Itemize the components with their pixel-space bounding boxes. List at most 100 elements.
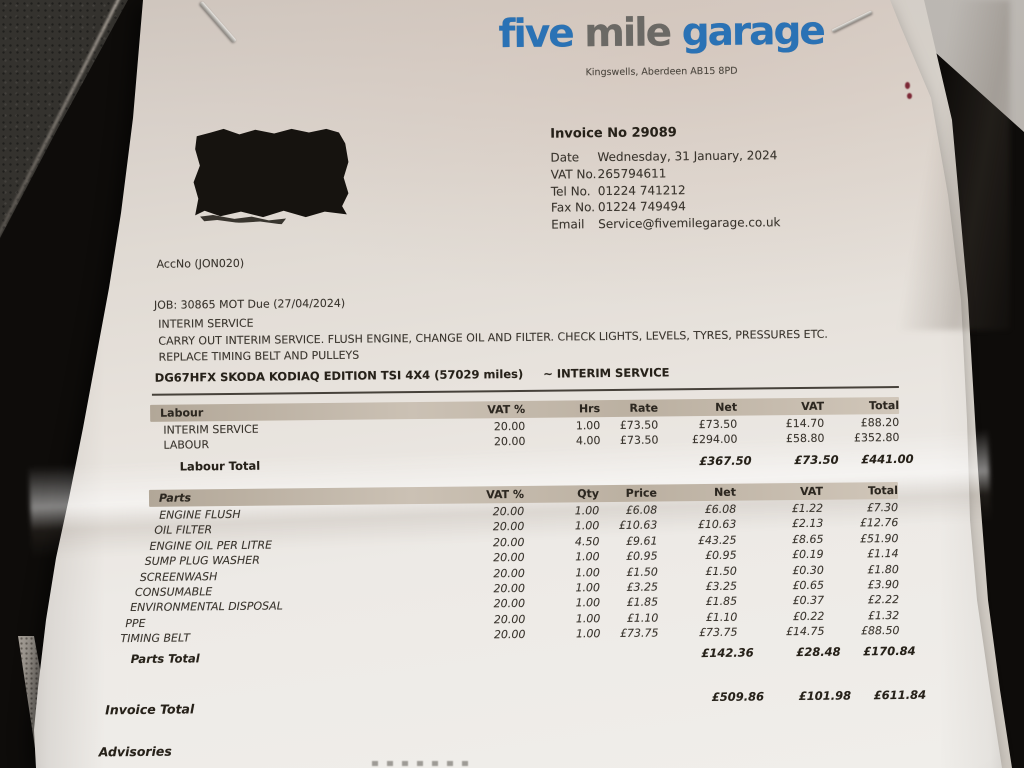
item-value: 20.00 (493, 628, 526, 642)
labour-total-row: Labour Total £367.50 £73.50 £441.00 (165, 451, 914, 475)
invoice-header-fields: Date Wednesday, 31 January, 2024 VAT No. 26… (550, 147, 831, 234)
labour-total-net: £367.50 (699, 453, 752, 469)
item-value: £2.22 (867, 593, 900, 607)
item-value: £0.95 (626, 549, 658, 564)
redacted-address-block (193, 128, 349, 218)
item-value: £1.80 (867, 562, 899, 576)
item-value: £0.65 (792, 578, 825, 593)
item-value: 1.00 (575, 627, 601, 641)
item-value: £8.65 (791, 532, 824, 546)
parts-total-amount: £170.84 (863, 643, 916, 659)
account-number: AccNo (JON020) (156, 256, 245, 271)
item-value: £10.63 (618, 518, 658, 533)
item-name: VAT No. (550, 166, 597, 182)
item-value: £2.13 (791, 517, 824, 531)
parts-total-label: Parts Total (130, 651, 200, 667)
item-name: LABOUR (163, 438, 210, 453)
item-value: £6.08 (704, 502, 737, 517)
col-header: Net (715, 400, 738, 414)
invoice-header-block: Invoice No 29089 Date Wednesday, 31 Janua… (550, 124, 831, 234)
invoice-total-vat: £101.98 (798, 688, 852, 704)
invoice-total-row: £509.86 £101.98 £611.84 (177, 687, 927, 711)
item-value: 20.00 (493, 597, 526, 611)
logo-word-garage: garage (681, 8, 825, 56)
item-value: £73.50 (698, 417, 738, 432)
item-value: 4.50 (574, 534, 600, 549)
item-value: £14.70 (785, 416, 825, 431)
item-value: £73.50 (619, 418, 659, 432)
item-value: £0.37 (792, 594, 825, 608)
col-header: Total (867, 484, 899, 498)
item-value: 1.00 (574, 519, 600, 533)
red-pen-mark (907, 93, 912, 99)
labour-table-rows: INTERIM SERVICE 20.00 1.00 £73.50 £73.50 £14.… (150, 415, 899, 454)
item-value: 4.00 (575, 434, 601, 448)
red-pen-mark (905, 82, 910, 89)
item-value: 1.00 (575, 419, 601, 433)
item-value: £1.85 (626, 595, 659, 610)
item-value: 1.00 (575, 581, 601, 595)
cut-off-text-bottom (372, 761, 468, 766)
table-row: Email Service@fivemilegarage.co.uk (551, 214, 831, 234)
col-header: VAT % (487, 402, 526, 417)
col-header: Price (625, 486, 658, 500)
item-value: £88.50 (860, 624, 900, 638)
item-value: 1.00 (575, 611, 601, 626)
item-value: £73.50 (619, 433, 659, 448)
item-value: £0.30 (792, 563, 824, 577)
item-value: Service@fivemilegarage.co.uk (598, 215, 781, 232)
item-value: 20.00 (492, 520, 525, 534)
item-value: 20.00 (493, 551, 525, 565)
item-value: 20.00 (493, 612, 526, 627)
col-header: Qty (577, 487, 600, 501)
item-value: 1.00 (574, 504, 600, 518)
item-value: £1.50 (705, 564, 737, 578)
labour-total-vat: £73.50 (794, 452, 839, 468)
item-value: £1.32 (867, 608, 900, 623)
item-name: Email (551, 217, 585, 232)
item-value: £9.61 (625, 534, 658, 548)
parts-title: Parts (158, 491, 192, 505)
item-name: Fax No. (550, 200, 596, 216)
item-value: £51.90 (859, 531, 899, 546)
labour-title: Labour (160, 406, 204, 420)
item-value: 20.00 (493, 419, 526, 434)
item-value: £73.75 (698, 625, 738, 640)
col-header: VAT % (486, 487, 525, 502)
item-value: £10.63 (697, 518, 737, 532)
item-value: £43.25 (697, 533, 737, 547)
item-value: £1.22 (791, 501, 824, 516)
item-value: 1.00 (575, 565, 600, 580)
item-name: Tel No. (550, 183, 591, 199)
item-value: £88.20 (860, 415, 900, 430)
job-line: JOB: 30865 MOT Due (27/04/2024) (153, 296, 346, 312)
advisories-label: Advisories (98, 743, 172, 760)
garage-logo: five mile garage (488, 6, 835, 62)
item-value: £3.25 (705, 579, 738, 594)
item-value: £0.22 (792, 609, 825, 623)
item-name: Date (550, 150, 580, 165)
item-value: £0.95 (705, 548, 737, 563)
item-value: £294.00 (691, 433, 738, 447)
labour-total-label: Labour Total (179, 458, 261, 474)
item-value: £14.75 (785, 625, 825, 639)
col-header: Rate (629, 401, 659, 415)
item-value: £73.75 (619, 626, 659, 641)
item-value: 20.00 (492, 535, 525, 550)
invoice-total-net: £509.86 (711, 689, 765, 704)
col-header: Net (713, 485, 737, 499)
item-name: TIMING BELT (120, 631, 191, 646)
item-value: 20.00 (492, 504, 525, 519)
parts-total-net: £142.36 (701, 645, 754, 661)
invoice-total-label: Invoice Total (105, 701, 195, 718)
item-value: £1.10 (626, 611, 659, 625)
parts-table-rows: ENGINE FLUSH 20.00 1.00 £6.08 £6.08 £1.22 £7.3… (120, 500, 900, 646)
invoice-total-amount: £611.84 (873, 687, 927, 703)
col-header: VAT (799, 484, 824, 499)
garage-address: Kingswells, Aberdeen AB15 8PD (585, 65, 738, 79)
item-value: £3.25 (626, 580, 659, 594)
